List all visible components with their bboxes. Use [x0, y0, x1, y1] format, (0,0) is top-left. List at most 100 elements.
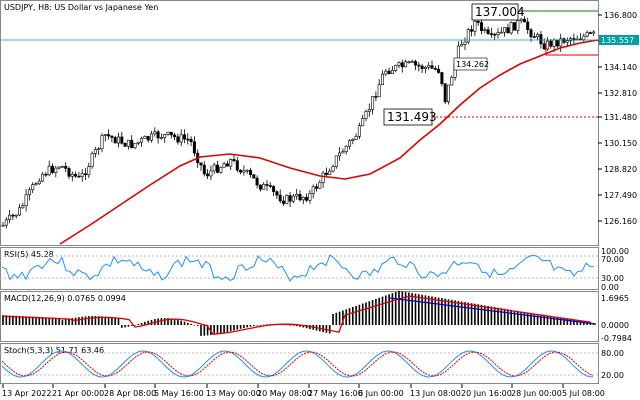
macd-histogram: [2, 290, 595, 336]
candle-body: [34, 183, 38, 186]
macd-bar: [424, 295, 427, 325]
candle-body: [159, 137, 163, 139]
macd-bar: [64, 319, 67, 325]
price-tick-label: 130.150: [604, 139, 637, 148]
macd-bar: [447, 299, 450, 325]
macd-bar: [398, 290, 400, 325]
candle-body: [70, 173, 74, 177]
macd-bar: [401, 291, 404, 325]
macd-bar: [464, 302, 466, 325]
macd-bar: [302, 325, 305, 328]
macd-bar: [229, 325, 232, 332]
macd-bar: [262, 324, 265, 326]
macd-bar: [434, 297, 437, 325]
candle-body: [8, 214, 12, 221]
macd-bar: [107, 316, 110, 325]
macd-bar: [375, 298, 377, 325]
candle-body: [126, 139, 130, 147]
main-price-panel[interactable]: [0, 0, 599, 246]
candle-body: [153, 131, 157, 135]
candle-body: [496, 32, 500, 35]
candle-body: [288, 195, 292, 202]
candle-body: [57, 166, 61, 169]
candle-body: [588, 32, 592, 34]
candle-body: [466, 29, 470, 43]
candle-body: [539, 34, 543, 45]
macd-bar: [381, 296, 384, 325]
mid-label-box: 134.262: [453, 57, 489, 71]
candle-body: [90, 153, 94, 167]
rsi-panel[interactable]: [0, 247, 599, 290]
candle-body: [430, 65, 434, 69]
macd-bar: [474, 303, 476, 325]
macd-title: MACD(12,26,9) 0.0765 0.0994: [4, 294, 126, 303]
macd-bar: [305, 325, 308, 329]
macd-bar: [173, 319, 176, 325]
time-tick-label: 5 Jul 08:00: [562, 389, 605, 398]
high-label: 137.004: [475, 5, 525, 19]
macd-bar: [421, 294, 423, 325]
candle-body: [400, 62, 404, 68]
macd-bar: [35, 316, 37, 325]
candle-body: [364, 111, 368, 119]
macd-bar: [94, 316, 97, 325]
candle-body: [397, 62, 401, 66]
macd-bar: [589, 323, 592, 325]
macd-bar: [586, 322, 588, 325]
candle-body: [489, 33, 493, 35]
candle-body: [390, 70, 394, 74]
price-tick-label: 127.490: [604, 191, 637, 200]
candle-body: [529, 29, 533, 37]
macd-bar: [543, 315, 545, 325]
macd-bar: [325, 325, 328, 333]
candle-body: [404, 61, 408, 68]
candle-body: [371, 96, 375, 110]
candle-body: [268, 185, 272, 187]
macd-bar: [493, 307, 496, 325]
macd-bar: [592, 323, 595, 325]
candle-body: [123, 143, 127, 147]
macd-panel[interactable]: [0, 291, 599, 342]
candle-body: [470, 29, 474, 32]
macd-bar: [150, 319, 153, 325]
candle-body: [420, 65, 424, 70]
rsi-tick-label: 100.00: [601, 247, 629, 256]
candle-body: [555, 39, 559, 47]
macd-bar: [256, 325, 258, 326]
candle-body: [483, 29, 487, 32]
candle-body: [258, 184, 262, 190]
candle-body: [278, 194, 282, 202]
macd-bar: [404, 291, 407, 325]
candle-body: [380, 73, 384, 85]
macd-bar: [487, 305, 489, 325]
moving-average-line: [59, 39, 599, 245]
candle-body: [519, 18, 523, 21]
candle-body: [410, 61, 414, 63]
macd-bar: [259, 324, 262, 326]
macd-bar: [236, 325, 239, 330]
candle-body: [222, 163, 226, 168]
candle-body: [232, 159, 236, 161]
macd-bar: [45, 317, 47, 325]
candle-body: [107, 134, 111, 137]
macd-bar: [460, 301, 463, 325]
candle-body: [242, 170, 246, 173]
macd-bar: [101, 316, 103, 325]
candle-body: [298, 193, 302, 201]
candle-body: [562, 38, 566, 43]
stoch-tick-label: 20.00: [601, 371, 624, 380]
candle-body: [192, 141, 196, 154]
candle-body: [189, 138, 193, 143]
macd-bar: [196, 325, 199, 326]
macd-bar: [414, 293, 417, 325]
candle-body: [21, 205, 25, 209]
macd-bar: [74, 317, 77, 325]
candle-body: [460, 44, 464, 47]
macd-bar: [226, 325, 229, 332]
candle-body: [321, 172, 325, 183]
macd-bar: [573, 320, 575, 325]
time-tick-label: 13 Jun 08:00: [410, 389, 461, 398]
macd-bar: [477, 304, 479, 325]
candle-body: [60, 166, 64, 168]
